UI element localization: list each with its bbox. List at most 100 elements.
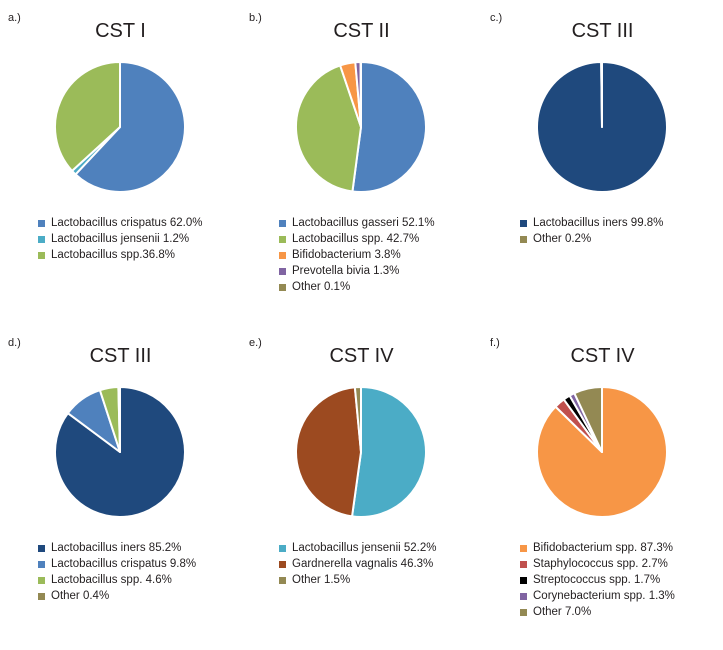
pie-slice xyxy=(351,61,427,193)
pie-chart xyxy=(295,386,427,518)
legend-swatch xyxy=(279,283,286,291)
chart-title: CST IV xyxy=(329,345,394,367)
legend-label: Other 0.2% xyxy=(533,233,592,245)
legend-swatch xyxy=(520,608,527,616)
legend-swatch xyxy=(520,592,527,600)
pie-slice xyxy=(351,386,427,518)
pie-slice xyxy=(74,61,186,193)
pie-chart-panel: a.) CST I Lactobacillus crispatus 62.0% Lac… xyxy=(0,0,241,325)
panel-label: b.) xyxy=(249,12,262,24)
legend-item: Lactobacillus spp. 42.7% xyxy=(279,231,435,247)
legend-label: Lactobacillus jensenii 1.2% xyxy=(51,233,190,245)
panel-label: e.) xyxy=(249,337,262,349)
pie-chart-panel: e.) CST IV Lactobacillus jensenii 52.2% Gar… xyxy=(241,325,482,650)
legend-item: Other 0.2% xyxy=(520,231,663,247)
legend-label: Bifidobacterium 3.8% xyxy=(292,249,401,261)
panel-label: c.) xyxy=(490,12,503,24)
legend-item: Other 1.5% xyxy=(279,572,436,588)
pie-chart-panel: b.) CST II Lactobacillus gasseri 52.1% Lact… xyxy=(241,0,482,325)
legend-swatch xyxy=(520,576,527,584)
legend-item: Lactobacillus spp. 4.6% xyxy=(38,572,196,588)
legend-label: Lactobacillus spp. 4.6% xyxy=(51,574,172,586)
pie-slice xyxy=(353,386,362,453)
pie-chart-panel: d.) CST III Lactobacillus iners 85.2% Lacto… xyxy=(0,325,241,650)
legend-swatch xyxy=(520,219,527,227)
legend: Lactobacillus crispatus 62.0% Lactobacill… xyxy=(38,215,203,263)
pie-chart xyxy=(536,61,668,193)
legend-swatch xyxy=(279,219,286,227)
legend-item: Other 0.4% xyxy=(38,588,196,604)
legend-label: Lactobacillus iners 99.8% xyxy=(533,217,664,229)
legend-label: Lactobacillus spp. 42.7% xyxy=(292,233,420,245)
legend-label: Lactobacillus crispatus 9.8% xyxy=(51,558,197,570)
legend-label: Streptococcus spp. 1.7% xyxy=(533,574,661,586)
legend-item: Lactobacillus jensenii 52.2% xyxy=(279,540,436,556)
legend-label: Corynebacterium spp. 1.3% xyxy=(533,590,675,602)
pie-chart xyxy=(536,386,668,518)
pie-slice xyxy=(117,386,121,453)
pie-chart xyxy=(54,61,186,193)
legend-item: Gardnerella vagnalis 46.3% xyxy=(279,556,436,572)
pie-chart-panel: f.) CST IV Bifidobacterium spp. 87.3% Staph… xyxy=(482,325,723,650)
chart-title: CST II xyxy=(333,20,390,42)
pie-slice xyxy=(295,64,362,193)
legend-label: Lactobacillus gasseri 52.1% xyxy=(292,217,435,229)
legend-swatch xyxy=(38,235,45,243)
legend-item: Other 0.1% xyxy=(279,279,435,295)
legend-item: Lactobacillus crispatus 62.0% xyxy=(38,215,203,231)
legend-item: Staphylococcus spp. 2.7% xyxy=(520,556,675,572)
legend-label: Other 1.5% xyxy=(292,574,351,586)
legend-swatch xyxy=(279,560,286,568)
pie-slice xyxy=(54,61,121,172)
legend: Lactobacillus iners 99.8% Other 0.2% xyxy=(520,215,663,247)
legend: Lactobacillus iners 85.2% Lactobacillus c… xyxy=(38,540,196,604)
legend-item: Bifidobacterium 3.8% xyxy=(279,247,435,263)
legend-swatch xyxy=(38,219,45,227)
legend-item: Other 7.0% xyxy=(520,604,675,620)
legend-item: Lactobacillus crispatus 9.8% xyxy=(38,556,196,572)
legend-label: Lactobacillus jensenii 52.2% xyxy=(292,542,437,554)
panel-label: d.) xyxy=(8,337,21,349)
legend-item: Streptococcus spp. 1.7% xyxy=(520,572,675,588)
legend: Lactobacillus gasseri 52.1% Lactobacillus… xyxy=(279,215,435,295)
pie-chart xyxy=(295,60,427,193)
legend-item: Lactobacillus jensenii 1.2% xyxy=(38,231,203,247)
legend-label: Other 7.0% xyxy=(533,606,592,618)
chart-title: CST IV xyxy=(570,345,635,367)
legend-swatch xyxy=(38,251,45,259)
legend-item: Lactobacillus iners 85.2% xyxy=(38,540,196,556)
pie-chart xyxy=(54,386,186,518)
legend-swatch xyxy=(279,235,286,243)
legend-label: Staphylococcus spp. 2.7% xyxy=(533,558,668,570)
legend-swatch xyxy=(279,576,286,584)
chart-title: CST III xyxy=(571,20,634,42)
legend-label: Bifidobacterium spp. 87.3% xyxy=(533,542,673,554)
legend-swatch xyxy=(38,544,45,552)
legend-label: Other 0.4% xyxy=(51,590,110,602)
legend-swatch xyxy=(279,251,286,259)
legend-swatch xyxy=(38,592,45,600)
legend-item: Lactobacillus iners 99.8% xyxy=(520,215,663,231)
legend-item: Prevotella bivia 1.3% xyxy=(279,263,435,279)
legend-label: Prevotella bivia 1.3% xyxy=(292,265,400,277)
legend-swatch xyxy=(38,576,45,584)
legend-label: Gardnerella vagnalis 46.3% xyxy=(292,558,434,570)
legend-swatch xyxy=(279,544,286,552)
legend-item: Lactobacillus spp.36.8% xyxy=(38,247,203,263)
panel-label: a.) xyxy=(8,12,21,24)
pie-slice xyxy=(573,386,603,453)
legend-label: Lactobacillus iners 85.2% xyxy=(51,542,182,554)
legend-swatch xyxy=(520,235,527,243)
legend-label: Other 0.1% xyxy=(292,281,351,293)
legend: Lactobacillus jensenii 52.2% Gardnerella … xyxy=(279,540,436,588)
panel-label: f.) xyxy=(490,337,500,349)
legend-label: Lactobacillus spp.36.8% xyxy=(51,249,176,261)
legend-swatch xyxy=(279,267,286,275)
pie-slice xyxy=(54,386,186,518)
legend-label: Lactobacillus crispatus 62.0% xyxy=(51,217,203,229)
legend-item: Bifidobacterium spp. 87.3% xyxy=(520,540,675,556)
legend: Bifidobacterium spp. 87.3% Staphylococcus… xyxy=(520,540,675,620)
legend-swatch xyxy=(520,560,527,568)
pie-slice xyxy=(600,61,603,128)
legend-item: Corynebacterium spp. 1.3% xyxy=(520,588,675,604)
